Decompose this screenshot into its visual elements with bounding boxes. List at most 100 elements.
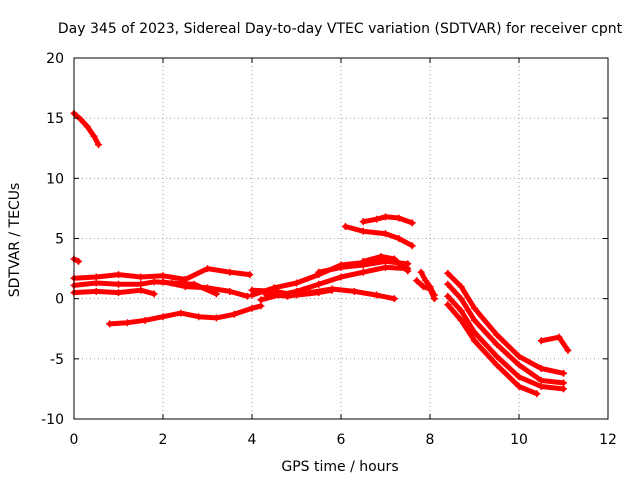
data-point bbox=[226, 287, 234, 295]
data-point bbox=[150, 290, 158, 298]
x-tick-label: 6 bbox=[337, 432, 346, 448]
data-point bbox=[74, 257, 82, 265]
data-point bbox=[359, 227, 367, 235]
data-point bbox=[181, 283, 189, 291]
series-trace-v bbox=[537, 333, 572, 354]
data-point bbox=[350, 287, 358, 295]
data-point bbox=[315, 268, 323, 276]
data-point bbox=[404, 260, 412, 268]
data-point bbox=[177, 309, 185, 317]
data-point bbox=[257, 302, 265, 310]
data-point bbox=[444, 280, 452, 288]
data-point bbox=[377, 253, 385, 261]
y-tick-label: 10 bbox=[46, 171, 64, 187]
data-point bbox=[560, 379, 567, 387]
data-point bbox=[270, 284, 278, 292]
data-point bbox=[204, 284, 211, 292]
data-point bbox=[115, 289, 122, 297]
data-point bbox=[337, 273, 345, 281]
data-point bbox=[115, 280, 122, 288]
data-point bbox=[373, 215, 381, 223]
data-point bbox=[515, 361, 523, 369]
data-point bbox=[471, 316, 478, 324]
y-tick-label: 0 bbox=[55, 292, 64, 308]
series-line bbox=[360, 254, 411, 274]
data-point bbox=[564, 346, 572, 354]
x-tick-labels: 0 2 4 6 8 10 12 bbox=[70, 432, 617, 448]
y-tick-label: -5 bbox=[50, 352, 64, 368]
data-point bbox=[248, 291, 256, 299]
series-trace-t bbox=[444, 292, 567, 393]
data-point bbox=[204, 265, 211, 273]
series-trace-f bbox=[159, 278, 252, 300]
data-point bbox=[430, 295, 438, 303]
data-point bbox=[395, 235, 403, 242]
data-point bbox=[359, 257, 367, 265]
data-point bbox=[404, 267, 412, 275]
data-point bbox=[123, 319, 131, 327]
data-point bbox=[261, 290, 269, 298]
data-point bbox=[471, 337, 478, 345]
y-tick-label: 15 bbox=[46, 111, 64, 127]
series-line bbox=[107, 303, 264, 327]
data-point bbox=[137, 280, 145, 288]
data-point bbox=[226, 268, 234, 276]
data-point bbox=[417, 268, 425, 276]
series-line bbox=[445, 302, 540, 397]
data-point bbox=[284, 292, 292, 300]
plot-area bbox=[70, 109, 572, 398]
data-point bbox=[422, 277, 430, 285]
data-point bbox=[359, 268, 367, 276]
data-point bbox=[493, 361, 501, 369]
data-point bbox=[106, 320, 114, 328]
data-point bbox=[83, 123, 91, 131]
data-point bbox=[92, 273, 100, 281]
data-point bbox=[493, 352, 501, 360]
data-point bbox=[515, 373, 523, 381]
series-trace-m bbox=[359, 253, 412, 275]
data-point bbox=[359, 218, 367, 226]
data-point bbox=[537, 337, 545, 345]
data-point bbox=[395, 214, 403, 222]
data-point bbox=[230, 310, 238, 318]
data-point bbox=[390, 255, 398, 263]
x-tick-label: 10 bbox=[510, 432, 528, 448]
data-point bbox=[515, 352, 523, 360]
data-point bbox=[390, 295, 398, 303]
data-point bbox=[457, 316, 465, 324]
data-point bbox=[560, 369, 567, 377]
series-trace-c bbox=[70, 265, 254, 283]
data-point bbox=[537, 383, 545, 391]
y-tick-label: 5 bbox=[55, 232, 64, 248]
data-point bbox=[328, 285, 336, 293]
data-point bbox=[90, 132, 98, 140]
data-point bbox=[246, 271, 254, 279]
data-point bbox=[515, 383, 523, 391]
data-point bbox=[444, 292, 452, 300]
data-point bbox=[408, 219, 416, 227]
data-point bbox=[212, 314, 220, 322]
series-trace-g bbox=[106, 302, 265, 328]
data-point bbox=[341, 222, 349, 230]
data-point bbox=[92, 279, 100, 287]
x-tick-label: 8 bbox=[426, 432, 435, 448]
data-point bbox=[150, 278, 158, 286]
series-trace-n bbox=[341, 222, 416, 250]
data-point bbox=[493, 331, 501, 339]
x-tick-label: 12 bbox=[599, 432, 617, 448]
y-tick-labels: -10 -5 0 5 10 15 20 bbox=[41, 51, 64, 428]
data-point bbox=[457, 307, 465, 315]
series-trace-l bbox=[261, 285, 398, 303]
data-point bbox=[382, 230, 389, 238]
data-point bbox=[408, 242, 416, 250]
series-trace-r bbox=[444, 269, 567, 377]
data-point bbox=[471, 304, 478, 312]
data-point bbox=[195, 313, 203, 321]
data-point bbox=[257, 296, 265, 304]
data-point bbox=[533, 390, 541, 398]
chart-title: Day 345 of 2023, Sidereal Day-to-day VTE… bbox=[58, 21, 623, 37]
data-point bbox=[115, 271, 122, 279]
data-point bbox=[373, 291, 381, 299]
